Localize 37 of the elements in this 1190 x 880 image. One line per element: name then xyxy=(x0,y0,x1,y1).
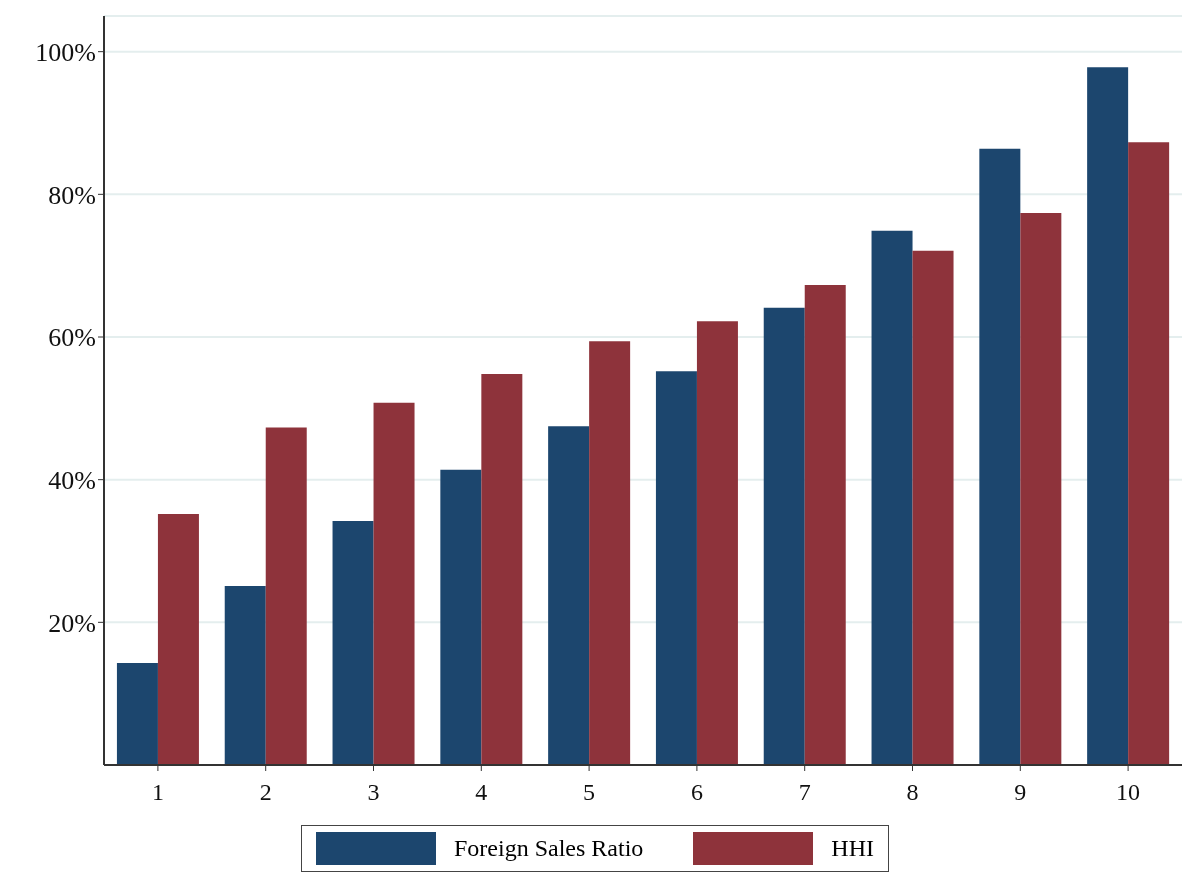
bar xyxy=(589,341,631,765)
y-tick-label: 100% xyxy=(35,37,96,67)
bar xyxy=(332,521,374,765)
bar xyxy=(224,585,266,765)
bar xyxy=(696,321,738,765)
x-tick-label: 1 xyxy=(151,779,164,806)
bar xyxy=(912,250,954,765)
x-tick-label: 8 xyxy=(906,779,919,806)
x-tick-label: 5 xyxy=(583,779,596,806)
bar xyxy=(548,426,590,765)
y-tick-label: 40% xyxy=(48,465,96,495)
y-tick-label: 20% xyxy=(48,608,96,638)
y-tick-label: 60% xyxy=(48,323,96,353)
bar xyxy=(804,284,846,765)
bar xyxy=(157,513,199,765)
bar xyxy=(1128,142,1170,765)
x-tick-label: 9 xyxy=(1014,779,1027,806)
y-tick-label: 80% xyxy=(48,180,96,210)
bar xyxy=(116,662,158,765)
x-tick-label: 6 xyxy=(690,779,703,806)
x-tick-label: 10 xyxy=(1116,779,1141,806)
x-tick-label: 2 xyxy=(259,779,272,806)
bar xyxy=(1020,212,1062,765)
legend-label: HHI xyxy=(831,835,874,862)
bar xyxy=(871,230,913,765)
bar xyxy=(979,148,1021,765)
x-tick-label: 4 xyxy=(475,779,488,806)
legend-label: Foreign Sales Ratio xyxy=(454,835,644,862)
bar xyxy=(1087,67,1129,765)
x-tick-label: 7 xyxy=(798,779,811,806)
bar xyxy=(440,469,482,765)
bar xyxy=(373,402,415,765)
bar xyxy=(265,427,307,765)
bar xyxy=(655,371,697,765)
bar xyxy=(763,307,805,765)
x-tick-label: 3 xyxy=(367,779,380,806)
bar xyxy=(481,374,523,765)
